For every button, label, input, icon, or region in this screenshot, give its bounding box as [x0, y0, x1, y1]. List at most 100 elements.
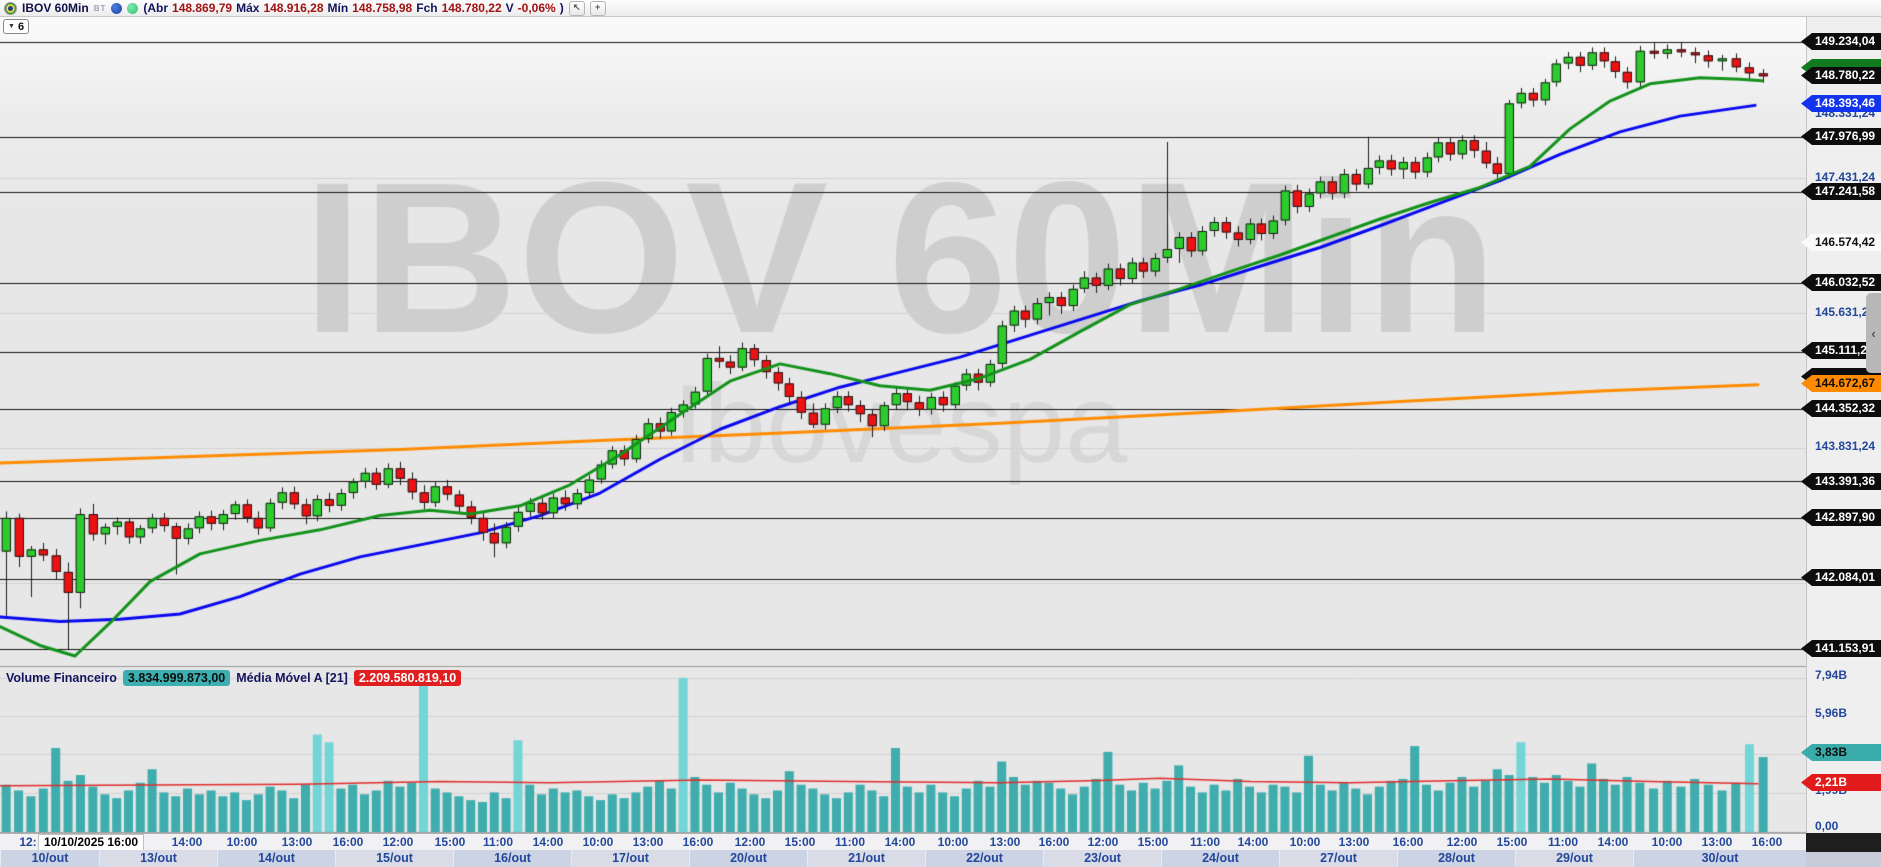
time-label: 10:00 — [226, 835, 258, 849]
chevron-left-icon: ‹ — [1871, 325, 1876, 341]
date-band: 21/out — [807, 850, 925, 867]
time-label: 15:00 — [784, 835, 816, 849]
axis-tick-label: 0,00 — [1815, 819, 1839, 833]
axis-price-tag: 146.574,42 — [1801, 234, 1881, 251]
time-label: 15:00 — [1137, 835, 1169, 849]
time-label: 12:00 — [734, 835, 766, 849]
axis-corner-strip — [1806, 852, 1881, 867]
ohlc-value: 148.869,79 — [172, 1, 233, 15]
period-count: 6 — [17, 20, 25, 33]
status-dot-blue-icon — [111, 2, 123, 14]
date-band: 20/out — [689, 850, 807, 867]
time-label: 14:00 — [884, 835, 916, 849]
axis-tick-label: 5,96B — [1815, 706, 1848, 720]
time-label: 13:00 — [632, 835, 664, 849]
status-dot-green-icon — [127, 2, 139, 14]
time-label: 13:00 — [281, 835, 313, 849]
time-label: 12:00 — [382, 835, 414, 849]
time-label: 14:00 — [1597, 835, 1629, 849]
date-band: 28/out — [1397, 850, 1515, 867]
date-band: 13/out — [99, 850, 217, 867]
ohlc-value: 148.758,98 — [352, 1, 413, 15]
date-band: 23/out — [1043, 850, 1161, 867]
axis-price-tag: 144.672,67 — [1801, 375, 1881, 392]
time-label: 12: — [19, 835, 37, 849]
date-band: 27/out — [1279, 850, 1397, 867]
time-label: 16:00 — [332, 835, 364, 849]
ohlc-label: Fch — [416, 1, 438, 15]
time-label: 11:00 — [1547, 835, 1579, 849]
time-label: 10:00 — [937, 835, 969, 849]
time-label: 11:00 — [834, 835, 866, 849]
time-label: 16:00 — [1038, 835, 1070, 849]
time-label: 12:00 — [1087, 835, 1119, 849]
add-indicator-button[interactable]: + — [589, 0, 606, 16]
time-label: 13:00 — [1338, 835, 1370, 849]
ohlc-readout: (Abr 148.869,79 Máx 148.916,28 Mín 148.758,98… — [143, 1, 563, 15]
time-label: 15:00 — [434, 835, 466, 849]
time-label: 10:00 — [1289, 835, 1321, 849]
date-band: 30/out — [1633, 850, 1806, 867]
brazil-flag-icon — [4, 1, 17, 15]
time-label: 10:00 — [582, 835, 614, 849]
volume-ma-label: Média Móvel A [21] — [236, 671, 348, 685]
candlestick-chart-canvas[interactable] — [0, 0, 1806, 867]
axis-price-tag: 145.111,20 — [1801, 342, 1881, 359]
axis-price-tag: 141.153,91 — [1801, 640, 1881, 657]
date-band: 15/out — [335, 850, 453, 867]
volume-legend: Volume Financeiro 3.834.999.873,00 Média… — [6, 670, 462, 686]
axis-tick-label: 7,94B — [1815, 668, 1848, 682]
volume-value-badge: 3.834.999.873,00 — [122, 670, 231, 686]
time-label: 16:00 — [1392, 835, 1424, 849]
date-band: 24/out — [1161, 850, 1279, 867]
time-label: 11:00 — [1189, 835, 1221, 849]
ohlc-label: Mín — [327, 1, 349, 15]
axis-corner-box — [1806, 833, 1881, 852]
time-label: 16:00 — [682, 835, 714, 849]
time-label: 13:00 — [989, 835, 1021, 849]
axis-price-tag: 146.032,52 — [1801, 274, 1881, 291]
symbol-title: IBOV 60Min — [22, 1, 89, 15]
time-label: 12:00 — [1446, 835, 1478, 849]
time-label: 10:00 — [1651, 835, 1683, 849]
period-selector[interactable]: ▼ 6 — [3, 19, 30, 34]
axis-tick-label: 147.431,24 — [1815, 170, 1876, 184]
time-label: 15:00 — [1496, 835, 1528, 849]
axis-price-tag: 147.976,99 — [1801, 128, 1881, 145]
date-band: 16/out — [453, 850, 571, 867]
time-label: 16:00 — [1751, 835, 1783, 849]
axis-price-tag: 147.241,58 — [1801, 183, 1881, 200]
collapse-panel-handle[interactable]: ‹ — [1866, 293, 1881, 373]
pointer-tool-button[interactable]: ↖ — [568, 0, 585, 16]
ohlc-value: 148.780,22 — [441, 1, 502, 15]
volume-legend-label: Volume Financeiro — [6, 671, 117, 685]
date-band: 22/out — [925, 850, 1043, 867]
axis-price-tag: 149.234,04 — [1801, 33, 1881, 50]
date-band: 14/out — [217, 850, 335, 867]
ohlc-label: V — [505, 1, 514, 15]
axis-price-tag: 143.391,36 — [1801, 473, 1881, 490]
time-label: 14:00 — [1237, 835, 1269, 849]
axis-price-tag: 144.352,32 — [1801, 400, 1881, 417]
ohlc-label: Máx — [236, 1, 260, 15]
date-axis: 10/out 13/out 14/out 15/out 16/out 17/out 20/o… — [0, 850, 1806, 867]
chart-toolbar: IBOV 60Min BT (Abr 148.869,79 Máx 148.916,2… — [0, 0, 1881, 17]
time-label: 11:00 — [482, 835, 514, 849]
axis-price-tag: 2,21B — [1801, 774, 1881, 791]
time-label: 13:00 — [1701, 835, 1733, 849]
chevron-down-icon: ▼ — [8, 23, 15, 30]
date-band: 17/out — [571, 850, 689, 867]
broker-icon: BT — [93, 3, 107, 13]
price-axis[interactable]: 148.331,24 147.431,24 145.631,24 143.831,24… — [1801, 17, 1881, 833]
axis-price-tag: 3,83B — [1801, 744, 1881, 761]
axis-price-tag: 142.084,01 — [1801, 569, 1881, 586]
time-label: 14:00 — [171, 835, 203, 849]
ohlc-label: (Abr — [143, 1, 169, 15]
axis-tick-label: 143.831,24 — [1815, 439, 1876, 453]
selected-datetime-label: 10/10/2025 16:00 — [38, 834, 145, 851]
axis-price-tag: 142.897,90 — [1801, 509, 1881, 526]
axis-tick-label: 145.631,24 — [1815, 305, 1876, 319]
ohlc-value: 148.916,28 — [263, 1, 324, 15]
time-axis[interactable]: 12: 14:00 10:00 13:00 16:00 12:00 15:00 11:00 14… — [0, 833, 1806, 851]
